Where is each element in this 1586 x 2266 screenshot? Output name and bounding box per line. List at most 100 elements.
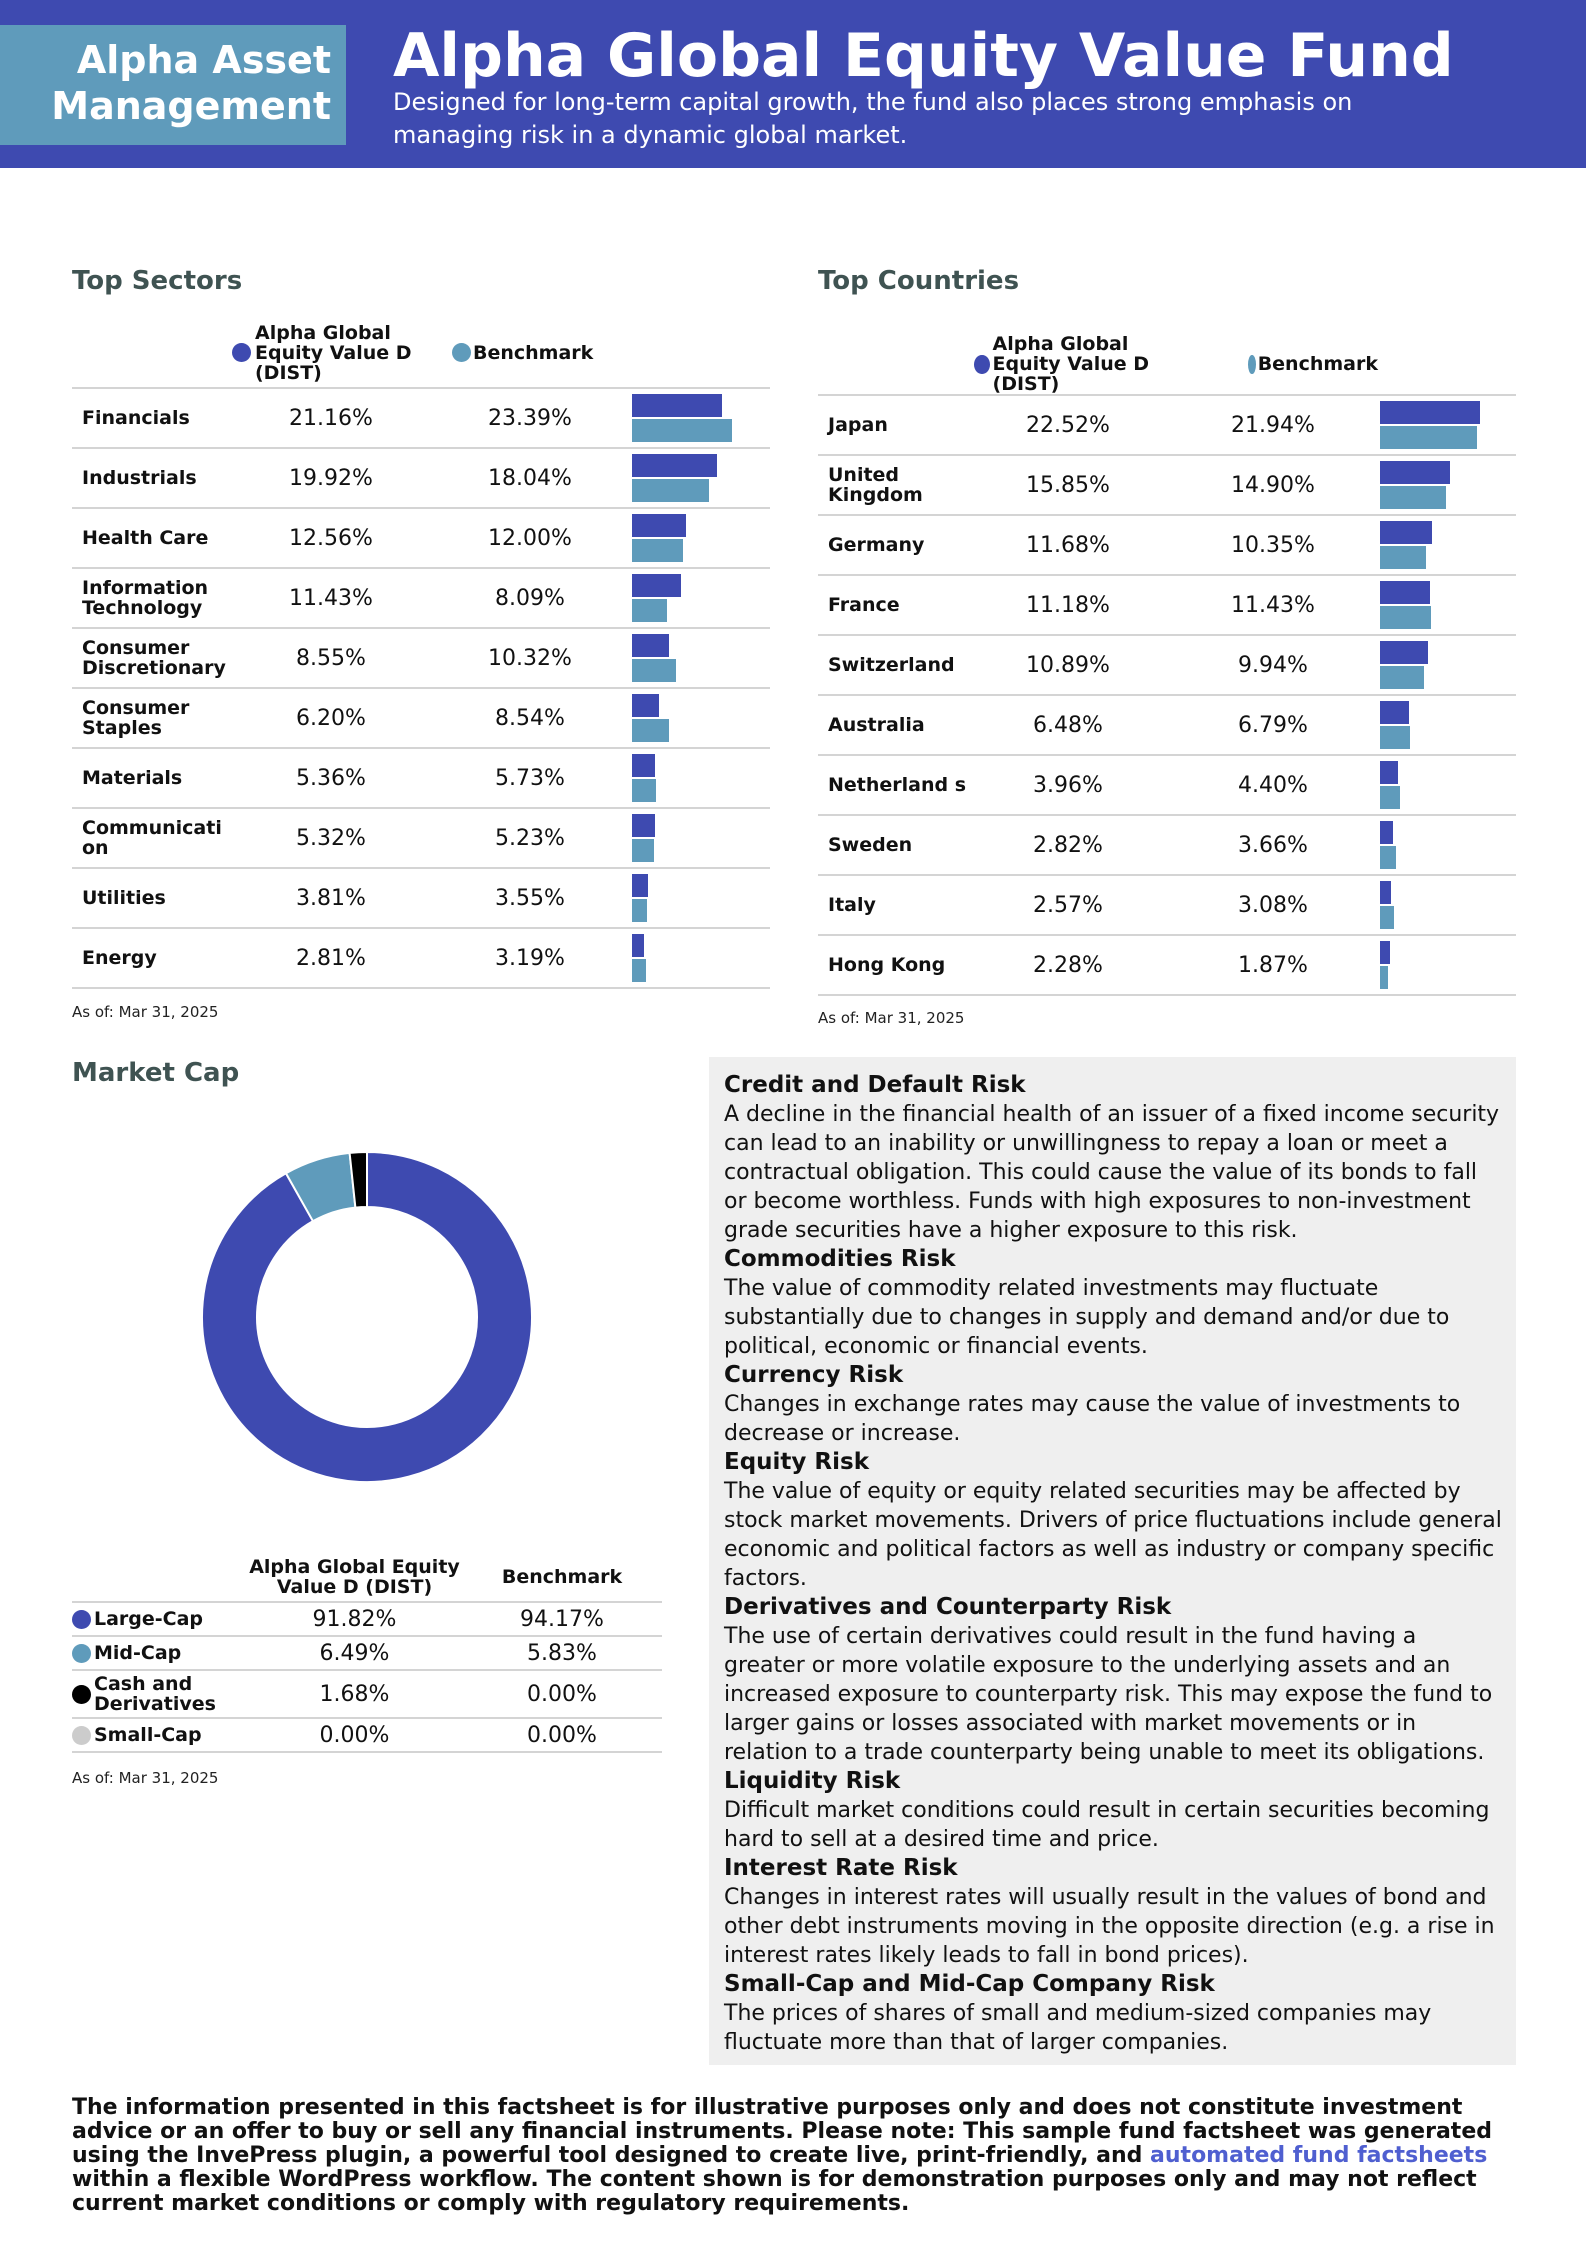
benchmark-bar [1380, 966, 1389, 989]
fund-bar [1380, 881, 1392, 904]
sectors-fund-value: 6.20% [232, 688, 430, 749]
sectors-bars [630, 628, 770, 689]
sectors-row: Information Technology 11.43% 8.09% [72, 568, 770, 629]
market-cap-title: Market Cap [72, 1058, 240, 1088]
fund-legend-dot [974, 354, 990, 374]
company-logo: Alpha Asset Management [0, 25, 346, 145]
fund-bar [1380, 581, 1430, 604]
market-cap-row-label: Small-Cap [72, 1718, 247, 1753]
sectors-fund-value: 3.81% [232, 868, 430, 929]
sectors-bars [630, 748, 770, 809]
countries-fund-value: 10.89% [968, 635, 1168, 696]
countries-fund-header: Alpha Global Equity Value D (DIST) [992, 333, 1150, 395]
sectors-benchmark-value: 8.09% [430, 568, 630, 629]
sectors-benchmark-value: 8.54% [430, 688, 630, 749]
fund-bar [632, 934, 644, 957]
benchmark-legend-dot [452, 343, 471, 362]
market-cap-legend-dot [72, 1725, 91, 1745]
sectors-row: Consumer Staples 6.20% 8.54% [72, 688, 770, 749]
countries-row-label: Sweden [818, 815, 968, 876]
market-cap-row: Large-Cap 91.82% 94.17% [72, 1602, 662, 1637]
countries-benchmark-value: 9.94% [1168, 635, 1378, 696]
countries-row: Switzerland 10.89% 9.94% [818, 635, 1516, 696]
donut-slice-large-cap [201, 1150, 533, 1483]
market-cap-row-label: Cash and Derivatives [72, 1670, 247, 1719]
market-cap-label: Small-Cap [94, 1724, 202, 1746]
sectors-row-label: Communicati on [72, 808, 232, 869]
countries-benchmark-header: Benchmark [1257, 353, 1378, 375]
countries-benchmark-value: 21.94% [1168, 395, 1378, 456]
countries-benchmark-value: 3.66% [1168, 815, 1378, 876]
countries-row-label: Italy [818, 875, 968, 936]
logo-line-2: Management [51, 84, 331, 128]
countries-fund-value: 11.68% [968, 515, 1168, 576]
countries-row: United Kingdom 15.85% 14.90% [818, 455, 1516, 516]
logo-line-1: Alpha Asset [76, 38, 331, 82]
sectors-benchmark-value: 3.55% [430, 868, 630, 929]
countries-bars [1378, 395, 1516, 456]
countries-bars [1378, 635, 1516, 696]
countries-fund-value: 2.82% [968, 815, 1168, 876]
fund-bar [1380, 941, 1391, 964]
sectors-row-label: Health Care [72, 508, 232, 569]
countries-row: Hong Kong 2.28% 1.87% [818, 935, 1516, 996]
sectors-benchmark-value: 12.00% [430, 508, 630, 569]
benchmark-bar [1380, 546, 1426, 569]
countries-bars [1378, 515, 1516, 576]
fund-bar [632, 634, 669, 657]
countries-fund-value: 2.57% [968, 875, 1168, 936]
countries-benchmark-value: 14.90% [1168, 455, 1378, 516]
sectors-row: Communicati on 5.32% 5.23% [72, 808, 770, 869]
benchmark-bar [1380, 666, 1425, 689]
fund-bar [1380, 701, 1409, 724]
sectors-fund-value: 11.43% [232, 568, 430, 629]
sectors-row-label: Utilities [72, 868, 232, 929]
fund-bar [1380, 761, 1398, 784]
countries-bars [1378, 875, 1516, 936]
sectors-benchmark-value: 5.23% [430, 808, 630, 869]
sectors-row-label: Information Technology [72, 568, 232, 629]
disclaimer-text-end: within a flexible WordPress workflow. Th… [72, 2167, 1477, 2216]
sectors-bars [630, 568, 770, 629]
sectors-header-row: Alpha Global Equity Value D (DIST) Bench… [72, 318, 770, 389]
fund-bar [632, 814, 655, 837]
sectors-row: Utilities 3.81% 3.55% [72, 868, 770, 929]
sectors-row-label: Energy [72, 928, 232, 989]
countries-bars [1378, 575, 1516, 636]
factsheets-link[interactable]: automated fund factsheets [1150, 2143, 1488, 2168]
market-cap-fund-value: 1.68% [247, 1670, 462, 1719]
sectors-benchmark-value: 18.04% [430, 448, 630, 509]
benchmark-bar [632, 539, 684, 562]
countries-title: Top Countries [818, 266, 1020, 296]
countries-fund-value: 6.48% [968, 695, 1168, 756]
sectors-benchmark-value: 23.39% [430, 388, 630, 449]
sectors-row-label: Materials [72, 748, 232, 809]
fund-bar [632, 754, 655, 777]
countries-as-of: As of: Mar 31, 2025 [818, 1009, 965, 1027]
countries-benchmark-value: 1.87% [1168, 935, 1378, 996]
benchmark-bar [1380, 486, 1447, 509]
sectors-fund-value: 21.16% [232, 388, 430, 449]
countries-bars [1378, 755, 1516, 816]
risk-title: Currency Risk [724, 1362, 904, 1388]
sectors-benchmark-value: 3.19% [430, 928, 630, 989]
sectors-bars [630, 508, 770, 569]
market-cap-benchmark-value: 0.00% [462, 1670, 662, 1719]
benchmark-bar [1380, 726, 1411, 749]
sectors-row: Consumer Discretionary 8.55% 10.32% [72, 628, 770, 689]
fund-legend-dot [232, 343, 251, 362]
sectors-bars [630, 928, 770, 989]
fund-title: Alpha Global Equity Value Fund [393, 21, 1454, 91]
sectors-benchmark-value: 10.32% [430, 628, 630, 689]
fund-bar [632, 874, 649, 897]
benchmark-bar [632, 899, 648, 922]
risk-title: Equity Risk [724, 1449, 870, 1475]
market-cap-row: Mid-Cap 6.49% 5.83% [72, 1636, 662, 1671]
sectors-fund-value: 19.92% [232, 448, 430, 509]
countries-fund-value: 11.18% [968, 575, 1168, 636]
countries-row: Japan 22.52% 21.94% [818, 395, 1516, 456]
market-cap-legend-dot [72, 1684, 91, 1704]
risk-description: Difficult market conditions could result… [724, 1798, 1490, 1852]
risk-description: Changes in exchange rates may cause the … [724, 1392, 1461, 1446]
benchmark-bar [632, 839, 655, 862]
